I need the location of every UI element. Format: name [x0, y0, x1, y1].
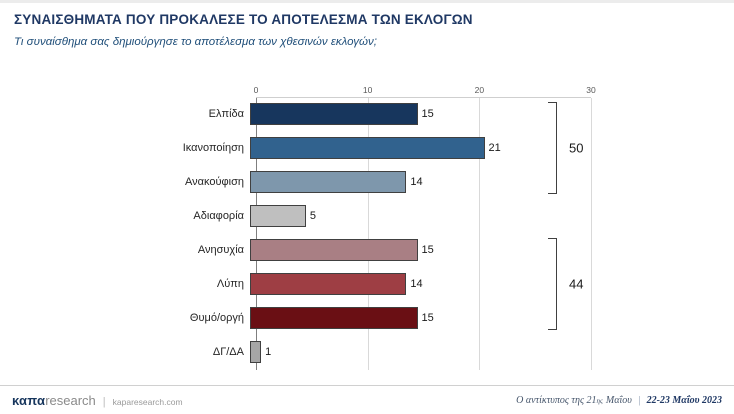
- gridline: [479, 98, 481, 370]
- bar-value-label: 15: [421, 244, 434, 256]
- footnote: Ο αντίκτυπος της 21 ης Μαΐου | 22-23 Μαΐου…: [516, 395, 722, 406]
- bar-row: Ελπίδα 15: [130, 97, 610, 131]
- x-axis-ticks: 0 10 20 30: [253, 81, 596, 97]
- bar-track: 14: [250, 273, 585, 295]
- category-label: Αδιαφορία: [193, 210, 244, 222]
- bar-value-label: 5: [309, 210, 316, 222]
- bar-row: ΔΓ/ΔΑ 1: [130, 335, 610, 369]
- bar: [250, 137, 485, 159]
- bar-chart: 0 10 20 30 Ελπίδα 15 Ικανοποίηση 21 Ανακούφ…: [130, 81, 610, 370]
- page-title: ΣΥΝΑΙΣΘΗΜΑΤΑ ΠΟΥ ΠΡΟΚΑΛΕΣΕ ΤΟ ΑΠΟΤΕΛΕΣΜΑ…: [14, 12, 473, 27]
- plot-area: Ελπίδα 15 Ικανοποίηση 21 Ανακούφιση 14 Α…: [130, 97, 610, 370]
- category-label: Θυμό/οργή: [189, 312, 244, 324]
- category-label: ΔΓ/ΔΑ: [212, 346, 244, 358]
- bar: [250, 205, 306, 227]
- bar-row: Ανακούφιση 14: [130, 165, 610, 199]
- brand-kapa-text: καπα: [12, 392, 46, 408]
- x-tick-label: 20: [474, 85, 485, 95]
- bar-value-label: 15: [421, 312, 434, 324]
- bar-value-label: 15: [421, 108, 434, 120]
- bar-value-label: 14: [410, 278, 423, 290]
- footnote-context: Ο αντίκτυπος της 21: [516, 394, 597, 406]
- footnote-context-suffix: Μαΐου: [605, 394, 632, 406]
- brand-logo: καπα research | kaparesearch.com: [12, 393, 183, 408]
- bar: [250, 273, 407, 295]
- footer: καπα research | kaparesearch.com Ο αντίκτ…: [0, 385, 734, 414]
- brand-separator: |: [102, 395, 106, 408]
- footnote-separator: |: [637, 394, 641, 406]
- gridline: [591, 98, 592, 370]
- category-label: Ελπίδα: [208, 108, 244, 120]
- bar-track: 1: [250, 341, 585, 363]
- bar-track: 21: [250, 137, 585, 159]
- brand-research-text: research: [45, 392, 96, 408]
- bar-track: 5: [250, 205, 585, 227]
- gridlines: [256, 97, 592, 370]
- page-subtitle: Τι συναίσθημα σας δημιούργησε το αποτέλε…: [14, 36, 377, 48]
- bar: [250, 307, 418, 329]
- bar: [250, 103, 418, 125]
- gridline: [367, 98, 369, 370]
- category-label: Λύπη: [216, 278, 244, 290]
- bar-row: Αδιαφορία 5: [130, 199, 610, 233]
- brand-website: kaparesearch.com: [112, 396, 183, 407]
- bar-row: Λύπη 14: [130, 267, 610, 301]
- bar-rows: Ελπίδα 15 Ικανοποίηση 21 Ανακούφιση 14 Α…: [130, 97, 610, 369]
- bar-value-label: 1: [265, 346, 272, 358]
- bar-value-label: 14: [410, 176, 423, 188]
- bar-row: Ικανοποίηση 21: [130, 131, 610, 165]
- bar-track: 14: [250, 171, 585, 193]
- footnote-date: 22-23 Μαΐου 2023: [646, 394, 722, 406]
- bar-track: 15: [250, 307, 585, 329]
- bar: [250, 171, 407, 193]
- category-label: Ανακούφιση: [185, 176, 244, 188]
- x-tick-label: 10: [362, 85, 373, 95]
- bar-track: 15: [250, 103, 585, 125]
- x-tick-label: 30: [586, 85, 596, 95]
- x-tick-label: 0: [253, 85, 259, 95]
- bar-row: Ανησυχία 15: [130, 233, 610, 267]
- category-label: Ικανοποίηση: [182, 142, 244, 154]
- bar-track: 15: [250, 239, 585, 261]
- bar-value-label: 21: [488, 142, 501, 154]
- bar-row: Θυμό/οργή 15: [130, 301, 610, 335]
- category-label: Ανησυχία: [197, 244, 244, 256]
- footnote-superscript: ης: [596, 396, 603, 405]
- bar: [250, 341, 262, 363]
- bar: [250, 239, 418, 261]
- gridline: [256, 98, 257, 370]
